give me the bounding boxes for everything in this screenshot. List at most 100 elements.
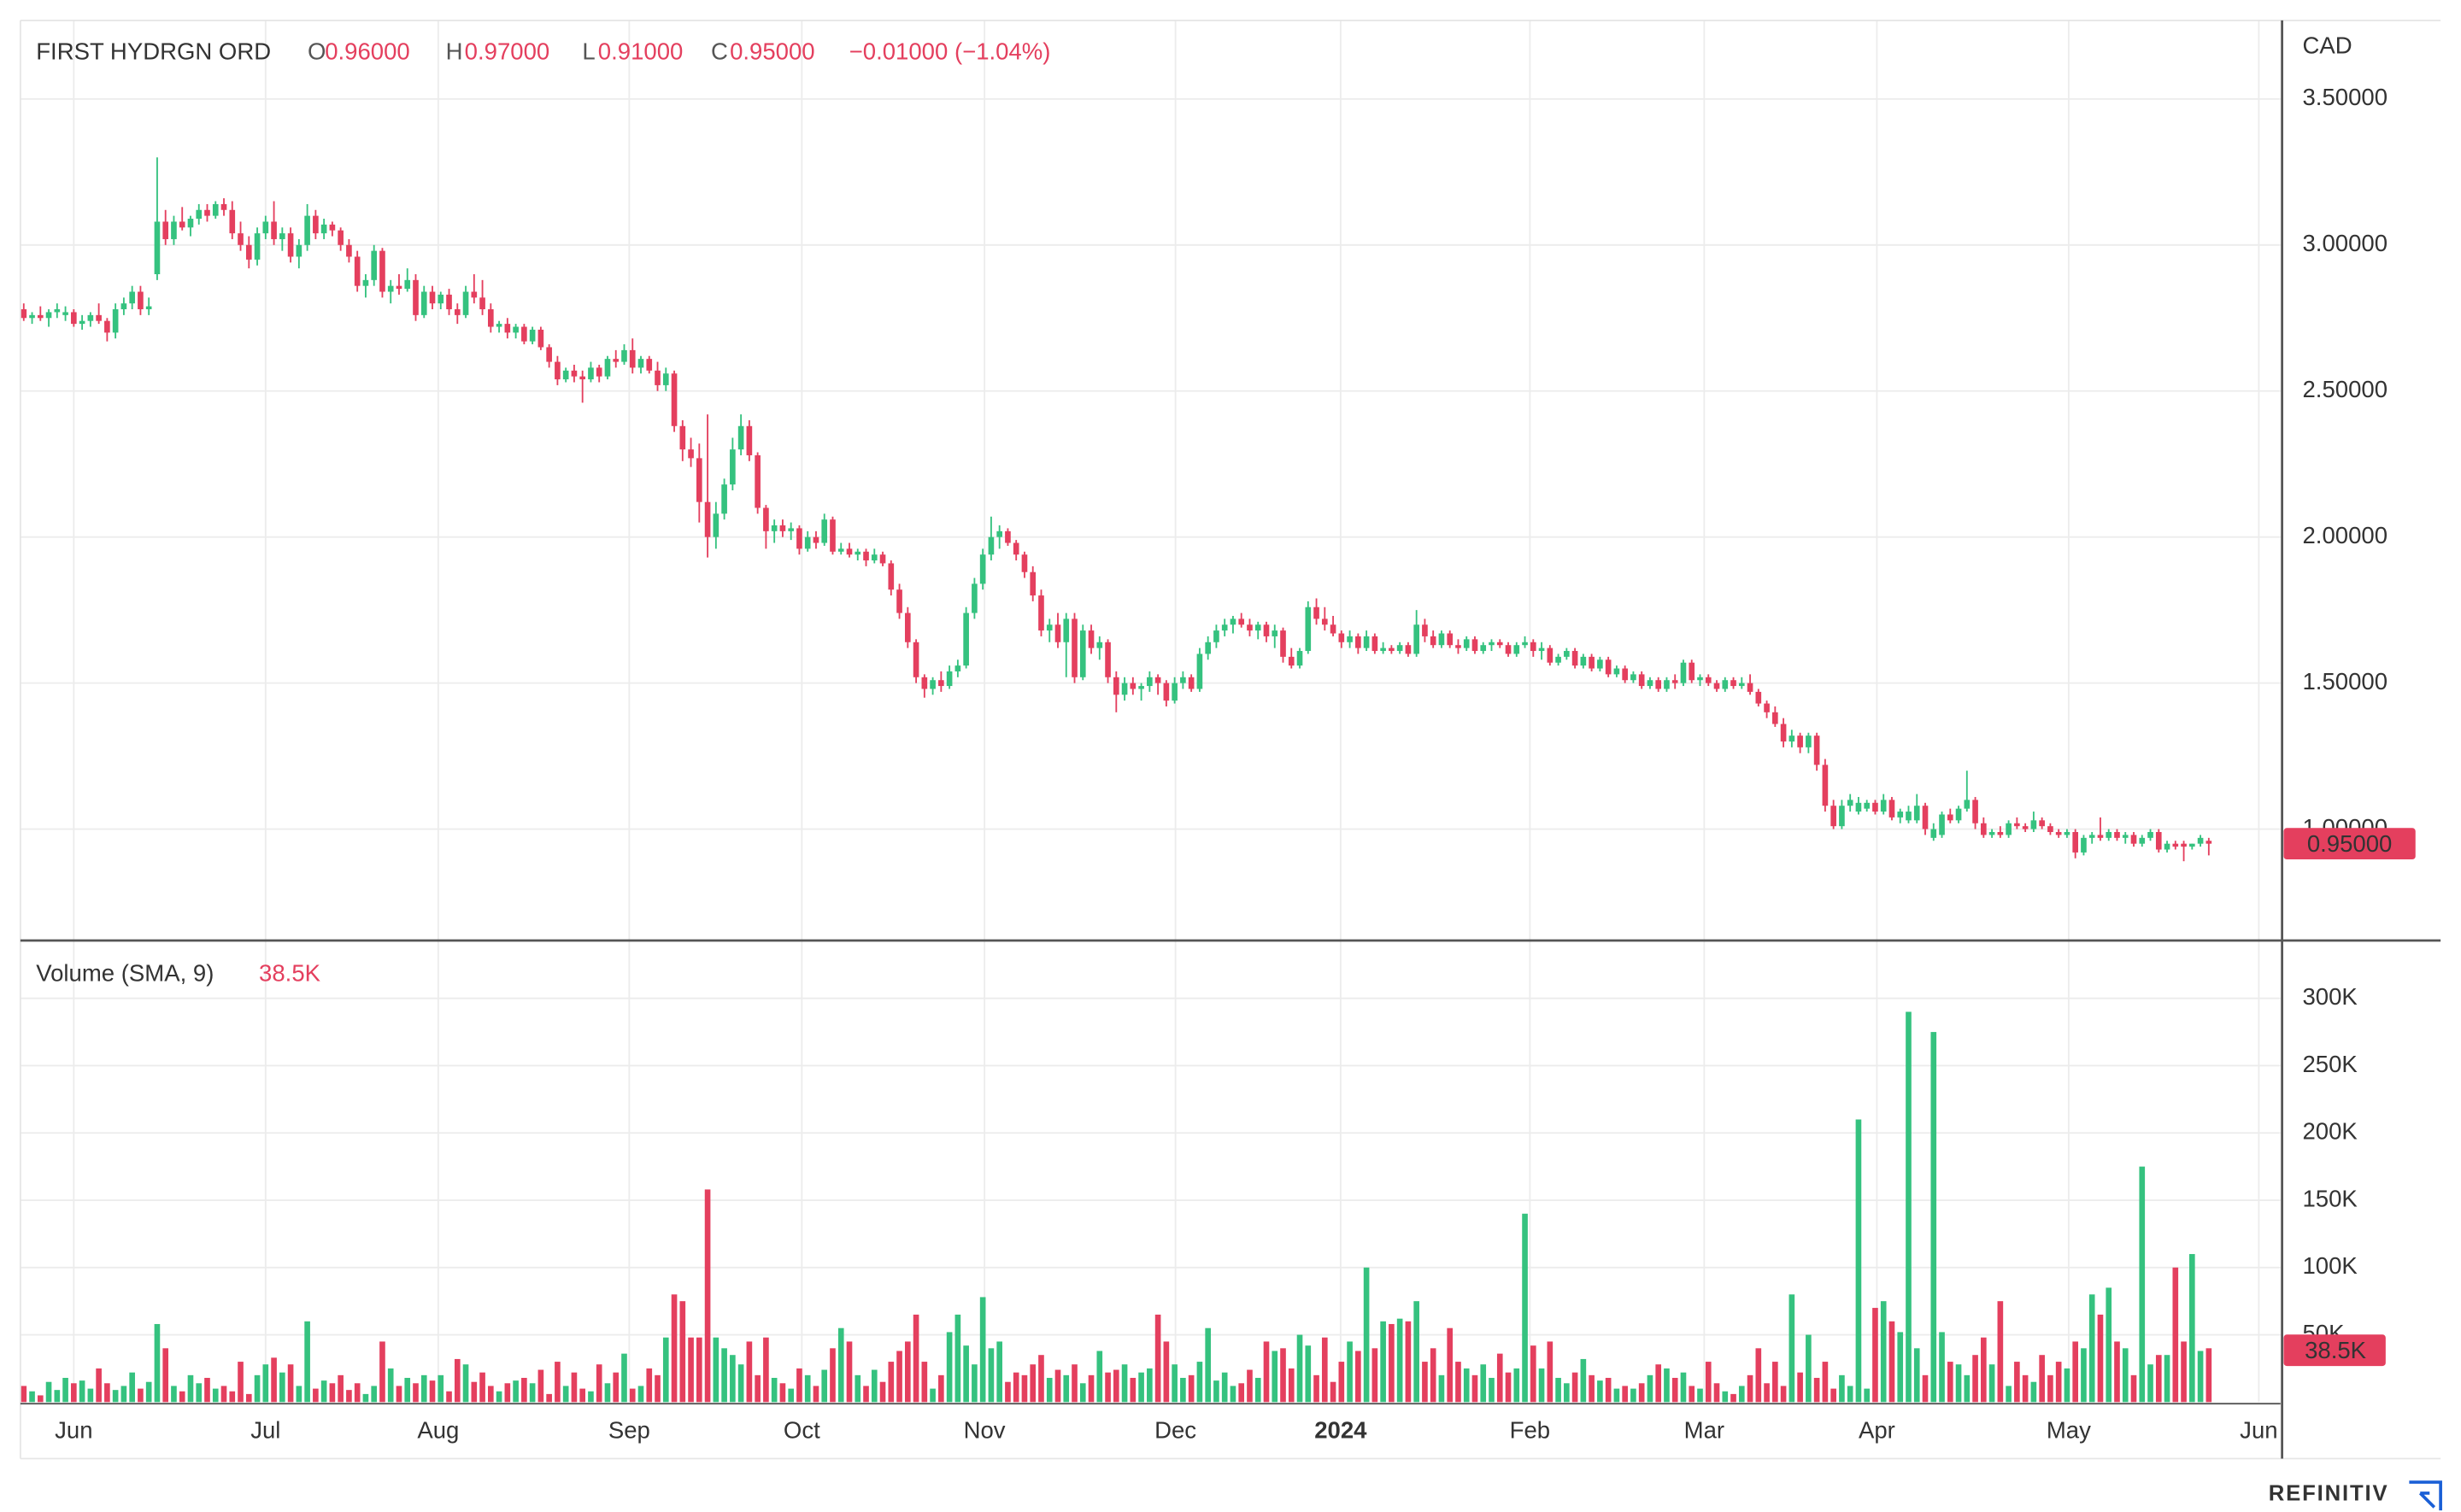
volume-bar	[1238, 1383, 1245, 1403]
candle-body	[755, 454, 761, 508]
x-tick-label: May	[2047, 1417, 2091, 1444]
sma-tag	[2283, 1334, 2386, 1367]
volume-bar	[1738, 1386, 1745, 1403]
candle-body	[1922, 806, 1929, 829]
volume-bar	[279, 1372, 285, 1403]
candle-body	[1888, 800, 1895, 818]
volume-legend: Volume (SMA, 9) 38.5K	[36, 960, 320, 987]
candle-body	[420, 291, 427, 315]
candle-body	[1997, 831, 2004, 835]
candle-body	[1647, 680, 1653, 687]
candle-body	[204, 209, 210, 216]
volume-bar	[1813, 1377, 1820, 1403]
volume-bar	[2197, 1351, 2204, 1403]
volume-bar	[813, 1386, 819, 1403]
volume-bar	[996, 1341, 1002, 1403]
candle-body	[1163, 683, 1170, 701]
y-tick-label: 100K	[2302, 1252, 2358, 1279]
candle-body	[21, 309, 27, 319]
candle-body	[1713, 683, 1720, 689]
currency: CAD	[2302, 32, 2352, 58]
candle-body	[1305, 607, 1312, 652]
candle-body	[562, 370, 569, 380]
volume-bar	[1797, 1372, 1803, 1403]
candle-body	[462, 291, 469, 315]
volume-bar	[1689, 1386, 1695, 1403]
volume-bar	[796, 1368, 802, 1403]
volume-bar	[1363, 1267, 1370, 1403]
candle-body	[830, 519, 836, 552]
volume-bar	[1389, 1323, 1395, 1403]
volume-bar	[2088, 1294, 2095, 1403]
candle-body	[1471, 639, 1478, 652]
volume-bar	[837, 1327, 844, 1403]
candle-body	[1205, 642, 1211, 654]
volume-bar	[87, 1388, 94, 1403]
volume-bar	[1046, 1377, 1053, 1403]
volume-bar	[1930, 1032, 1937, 1403]
candle-body	[279, 233, 285, 239]
volume-bar	[138, 1388, 144, 1403]
volume-bar	[187, 1374, 194, 1403]
volume-bar	[304, 1321, 310, 1403]
volume-bar	[379, 1341, 385, 1403]
volume-bar	[571, 1372, 578, 1403]
volume-bar	[1447, 1327, 1454, 1403]
candle-body	[1630, 674, 1636, 681]
volume-bar	[496, 1391, 502, 1403]
candle-body	[1105, 642, 1111, 677]
candle-body	[245, 244, 252, 260]
volume-bar	[1597, 1380, 1603, 1403]
candle-body	[1855, 802, 1862, 812]
volume-bar	[1254, 1377, 1261, 1403]
candle-body	[196, 209, 203, 220]
candle-body	[346, 244, 352, 257]
candle-body	[37, 314, 44, 319]
volume-bar	[471, 1381, 478, 1403]
volume-bar	[229, 1391, 236, 1403]
volume-bar	[513, 1380, 519, 1403]
candle-body	[1046, 624, 1053, 631]
candle-body	[613, 359, 620, 362]
candle-body	[79, 320, 85, 325]
candle-body	[1564, 651, 1570, 657]
candle-body	[972, 583, 978, 613]
volume-bar	[746, 1341, 753, 1403]
candle-body	[1496, 642, 1503, 646]
volume-bar	[930, 1388, 936, 1403]
volume-bar	[888, 1362, 895, 1403]
volume-bar	[1981, 1337, 1987, 1403]
volume-bar	[1772, 1362, 1778, 1403]
volume-bar	[179, 1391, 185, 1403]
candle-body	[413, 279, 419, 315]
volume-bar	[1163, 1341, 1170, 1403]
candle-body	[1939, 814, 1945, 835]
volume-bar	[1413, 1301, 1419, 1403]
volume-bar	[454, 1358, 461, 1403]
candle-body	[1780, 724, 1787, 742]
candle-body	[1438, 633, 1445, 646]
volume-bar	[1021, 1374, 1028, 1403]
candle-body	[138, 291, 144, 310]
volume-bar	[1030, 1364, 1037, 1403]
ohlc-value: 0.97000	[465, 38, 550, 65]
candle-body	[546, 347, 552, 362]
x-tick-label: Nov	[964, 1417, 1006, 1444]
candle-body	[1480, 645, 1487, 652]
volume-bar	[129, 1372, 135, 1403]
volume-bar	[1280, 1348, 1286, 1403]
volume-bar	[2064, 1368, 2070, 1403]
candle-body	[2155, 831, 2162, 850]
volume-bar	[479, 1372, 485, 1403]
volume-bar	[1422, 1362, 1428, 1403]
x-tick-label: Jun	[2240, 1417, 2277, 1444]
candle-body	[713, 513, 720, 537]
candle-body	[1722, 680, 1729, 689]
candle-body	[837, 548, 844, 552]
y-tick-label: 200K	[2302, 1118, 2358, 1145]
ohlc-key: H	[446, 38, 463, 65]
volume-bar	[704, 1189, 711, 1403]
candle-body	[1788, 735, 1795, 742]
candle-body	[1389, 648, 1395, 652]
